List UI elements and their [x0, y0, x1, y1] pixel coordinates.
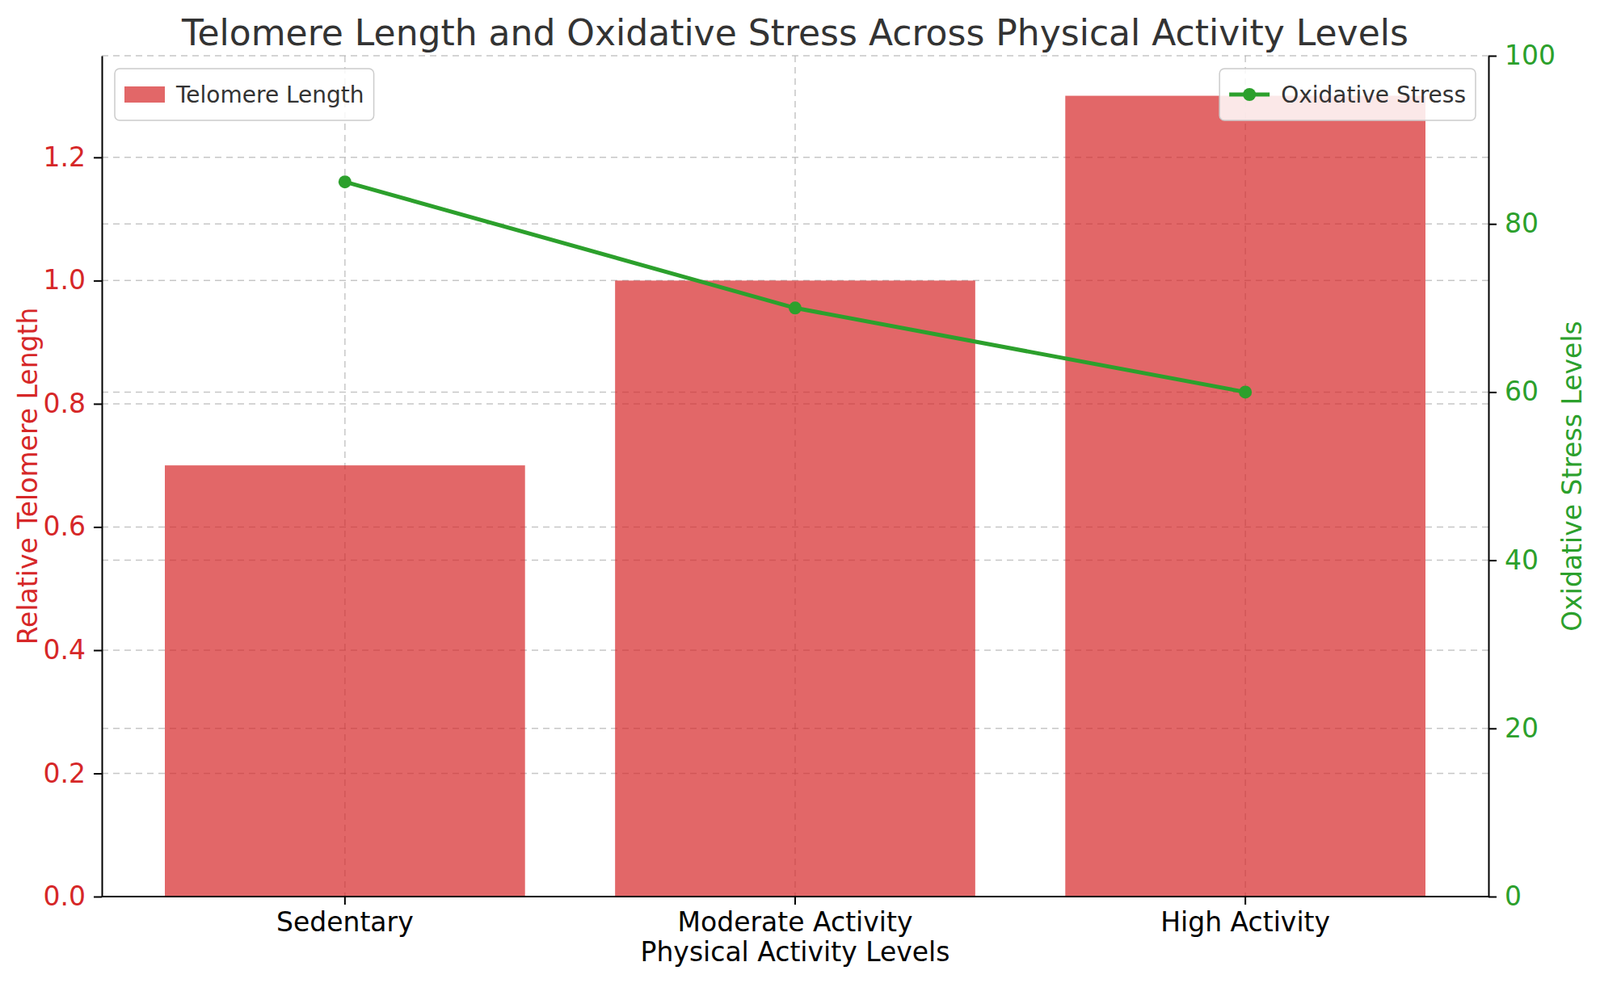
tick-mark	[1244, 896, 1247, 906]
line	[345, 181, 1246, 392]
tick-mark	[93, 649, 102, 652]
bar-series	[164, 96, 1426, 897]
tick: 40	[1488, 544, 1539, 577]
grid	[101, 55, 1489, 897]
tick-mark	[794, 896, 796, 906]
tick-label: 0.8	[43, 387, 86, 420]
tick: High Activity	[1160, 896, 1331, 939]
tick-label: 0.4	[43, 634, 86, 666]
tick-label: 100	[1504, 39, 1556, 72]
x-axis: Sedentary Moderate Activity High Activity	[101, 896, 1489, 939]
tick-label: 1.0	[43, 264, 86, 296]
bar	[164, 465, 526, 897]
tick-mark	[344, 896, 346, 906]
legend-swatch	[1242, 88, 1256, 102]
y2-axis-title: Oxidative Stress Levels	[1556, 320, 1588, 632]
legend-box	[114, 68, 375, 121]
tick: 0.4	[43, 634, 102, 666]
chart: 0.0 0.2 0.4 0.6 0.8 1.0 1.2 0 20 40 60 80 100 Sedenta…	[0, 0, 1600, 983]
axis-line	[101, 56, 104, 898]
tick-mark	[1488, 728, 1497, 730]
tick-mark	[1488, 560, 1497, 562]
tick-label: 1.2	[43, 141, 86, 173]
tick-label: 0.0	[43, 880, 86, 913]
legend-label: Oxidative Stress	[1280, 81, 1466, 109]
marker	[1238, 385, 1252, 399]
plot-area	[164, 96, 1426, 897]
tick-mark	[93, 773, 102, 775]
y-axis: 0.0 0.2 0.4 0.6 0.8 1.0 1.2	[43, 56, 103, 914]
tick: 80	[1488, 207, 1539, 240]
x-axis-title: Physical Activity Levels	[640, 936, 951, 969]
line-series	[338, 175, 1252, 399]
legend: Telomere Length	[114, 68, 375, 121]
marker	[338, 175, 352, 189]
tick: 0.8	[43, 387, 102, 420]
background	[0, 0, 1600, 983]
tick-label: Moderate Activity	[677, 906, 914, 939]
tick-label: 40	[1504, 544, 1539, 577]
tick-label: 0.2	[43, 757, 86, 790]
tick-label: 60	[1504, 375, 1539, 408]
legend: Oxidative Stress	[1219, 68, 1476, 121]
tick-mark	[93, 280, 102, 283]
tick-label: High Activity	[1160, 906, 1331, 939]
legend-label: Telomere Length	[175, 81, 365, 109]
tick-mark	[93, 896, 102, 899]
tick-label: 80	[1504, 207, 1539, 240]
tick: 0.0	[43, 880, 102, 913]
tick-mark	[93, 526, 102, 529]
tick-mark	[1488, 896, 1497, 899]
bar	[614, 280, 976, 897]
y2-axis: 0 20 40 60 80 100	[1488, 39, 1556, 913]
axis-line	[1488, 56, 1491, 898]
legend-swatch	[124, 86, 165, 103]
tick: Sedentary	[276, 896, 414, 939]
tick-mark	[93, 403, 102, 405]
tick-label: 0	[1504, 880, 1522, 913]
tick-mark	[1488, 391, 1497, 394]
marker	[788, 301, 802, 315]
tick: 1.0	[43, 264, 102, 296]
tick-mark	[1488, 55, 1497, 58]
y-axis-title: Relative Telomere Length	[12, 307, 44, 646]
tick: 100	[1488, 39, 1556, 72]
tick-mark	[93, 156, 102, 159]
tick-label: 20	[1504, 712, 1539, 745]
tick: 0.2	[43, 757, 102, 790]
legend-box	[1219, 68, 1476, 121]
tick: 0.6	[43, 510, 102, 543]
tick-label: 0.6	[43, 510, 86, 543]
title: Telomere Length and Oxidative Stress Acr…	[181, 12, 1409, 54]
tick: Moderate Activity	[677, 896, 914, 939]
tick: 0	[1488, 880, 1522, 913]
tick-mark	[1488, 223, 1497, 226]
tick: 60	[1488, 375, 1539, 408]
tick: 20	[1488, 712, 1539, 745]
bar	[1065, 96, 1426, 897]
tick: 1.2	[43, 141, 102, 173]
tick-label: Sedentary	[276, 906, 414, 939]
